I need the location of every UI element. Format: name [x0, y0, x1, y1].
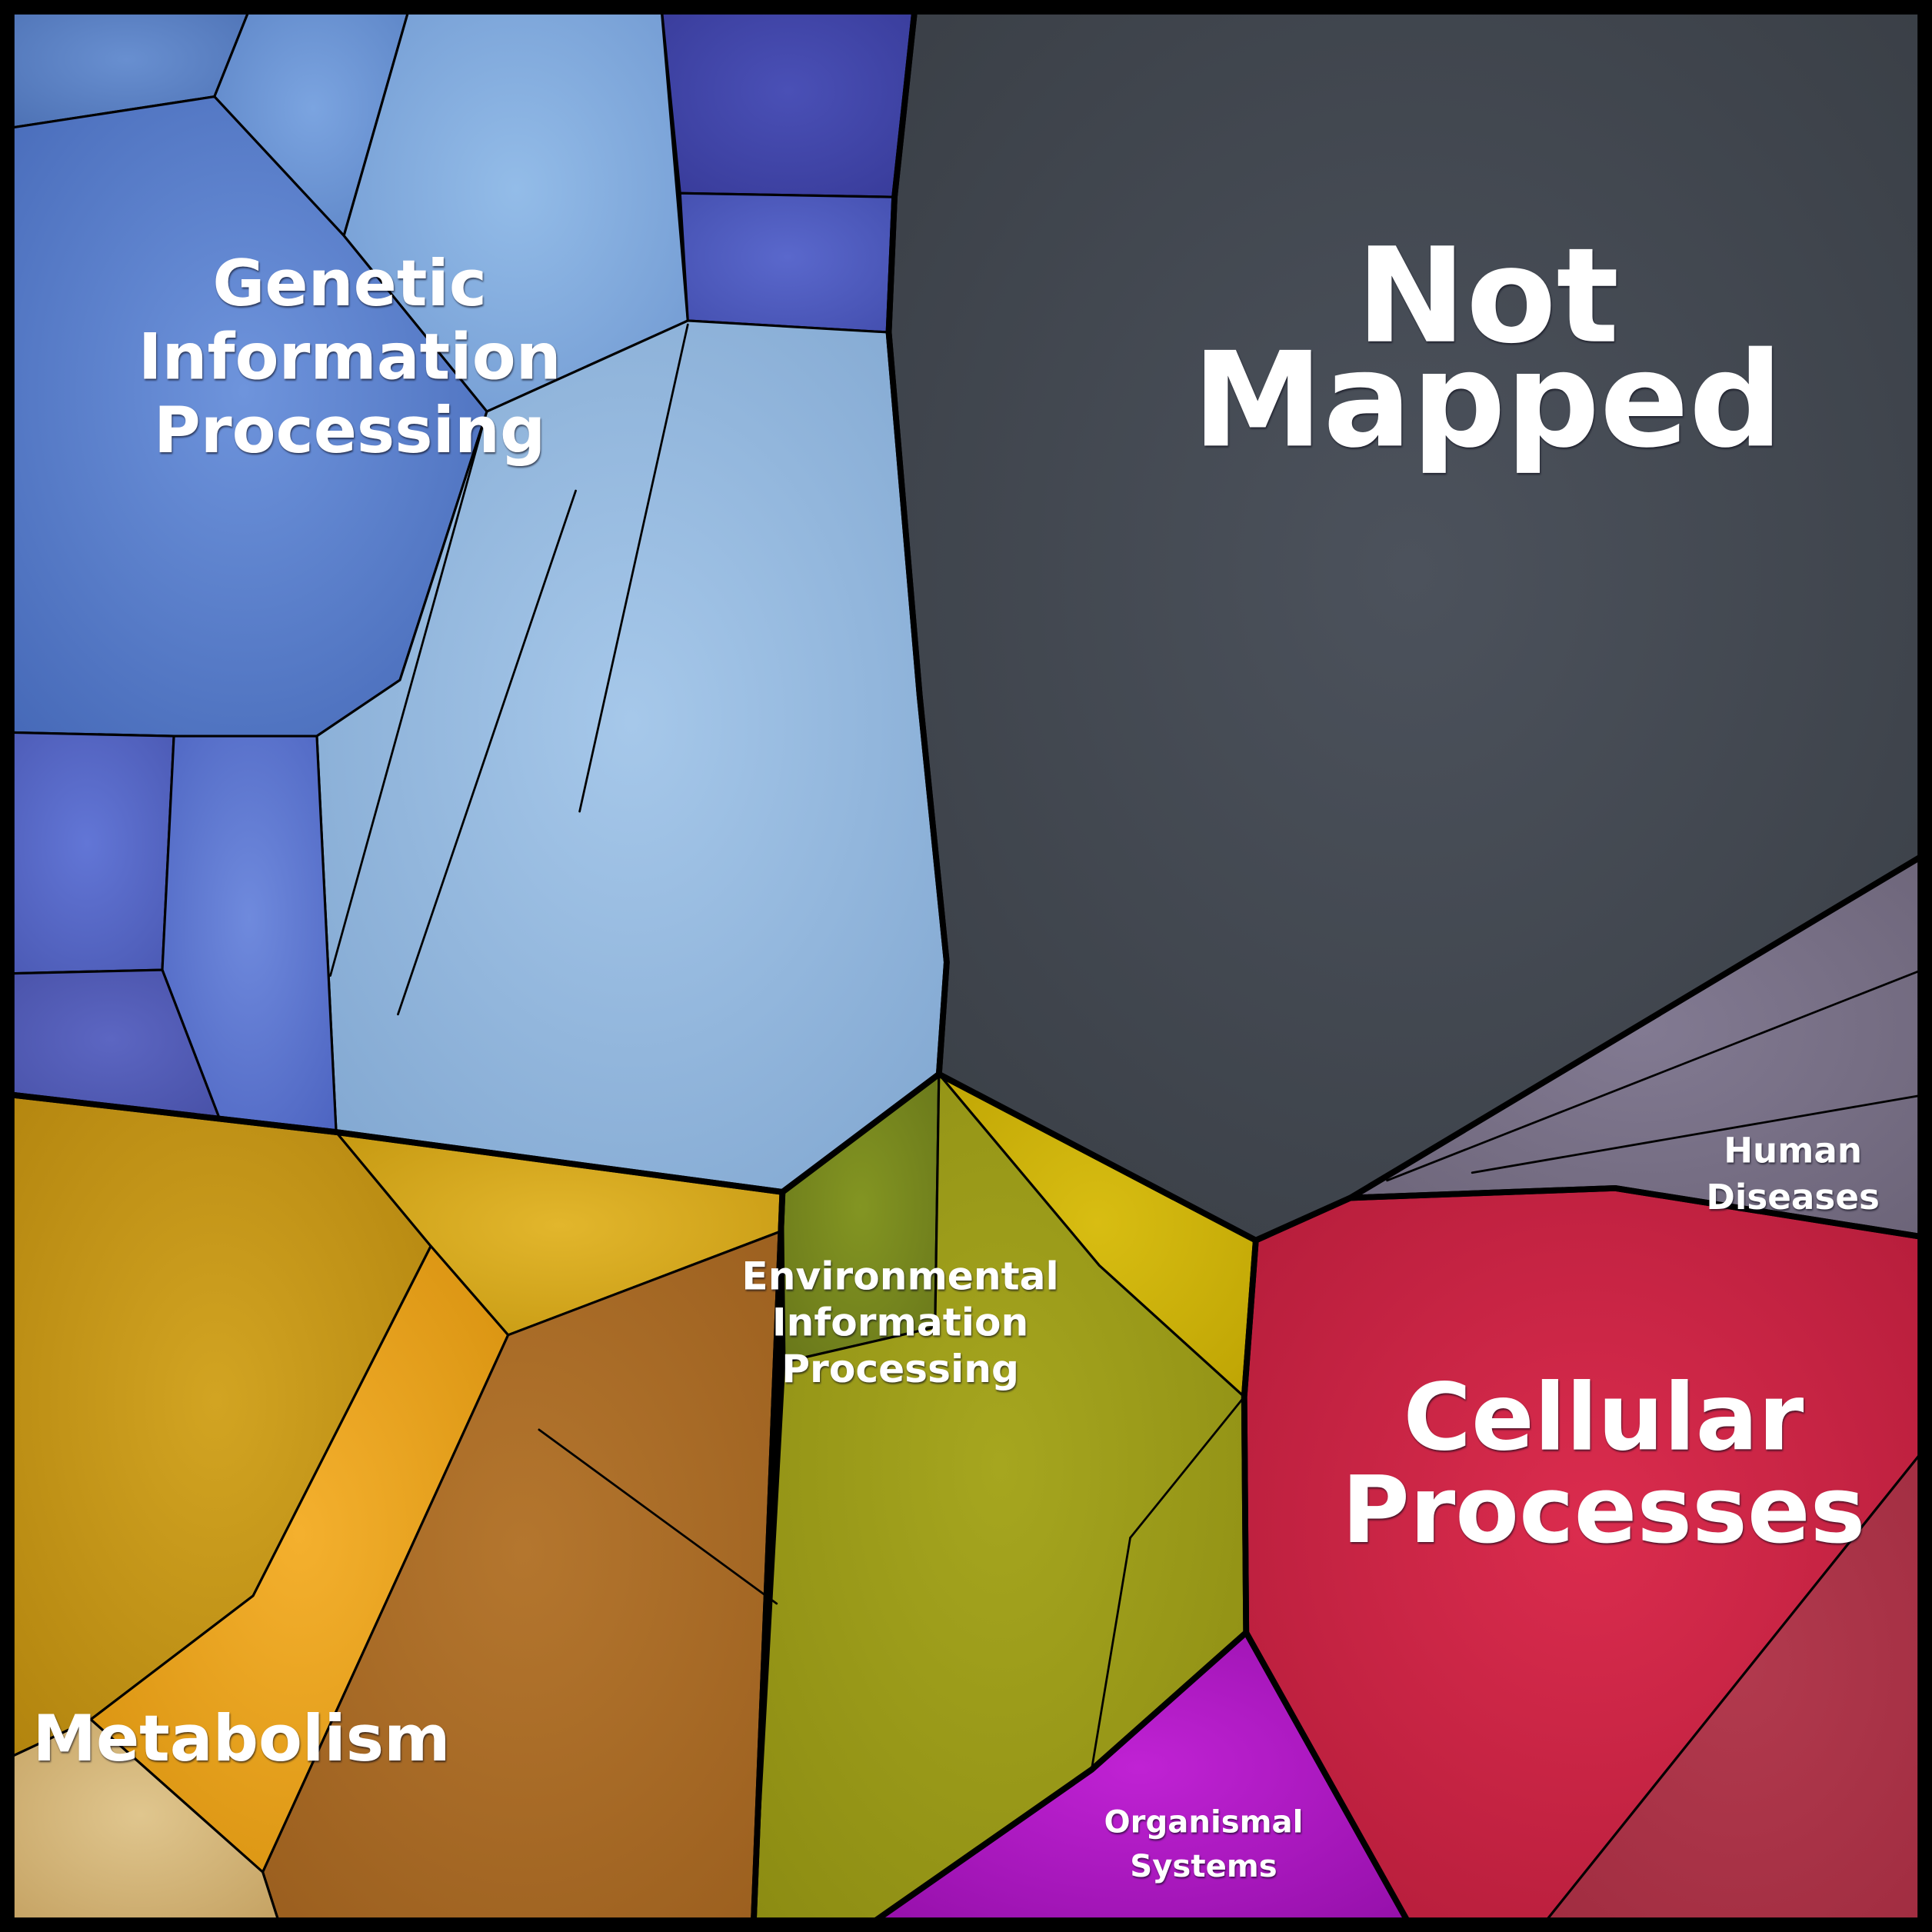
human-diseases-divider-0 — [1386, 964, 1932, 1182]
thin-dividers-layer — [329, 323, 1932, 1771]
metabolism-divider-0 — [538, 1428, 778, 1605]
human-diseases-divider-1 — [1471, 1092, 1932, 1174]
genetic-information-processing-divider-1 — [397, 489, 577, 1016]
region-labels-layer: Genetic Information Processing Not Mapped Met… — [33, 220, 1880, 1884]
human-diseases-outline — [1347, 847, 1932, 1242]
environmental-information-processing-divider-0 — [1129, 1395, 1246, 1539]
gip-indigo-mid-cell[interactable] — [678, 192, 896, 334]
genetic-information-processing-divider-0 — [329, 424, 485, 977]
gip-small-1-cell[interactable] — [0, 731, 175, 975]
metabolism-label: Metabolism — [33, 1701, 451, 1776]
cellular-processes-label: Cellular Processes — [1341, 1364, 1865, 1565]
gip-indigo-dark-cell[interactable] — [659, 0, 918, 198]
human-diseases-label: Human Diseases — [1706, 1131, 1880, 1217]
environmental-information-processing-divider-1 — [1090, 1537, 1131, 1771]
genetic-information-processing-label: Genetic Information Processing — [138, 246, 561, 468]
not-mapped-label: Not Mapped — [1192, 220, 1783, 478]
organismal-systems-label: Organismal Systems — [1104, 1804, 1303, 1884]
metabolism-tan-cell[interactable] — [0, 1718, 281, 1928]
environmental-information-processing-label: Environmental Information Processing — [741, 1253, 1058, 1391]
genetic-information-processing-divider-2 — [578, 323, 689, 813]
